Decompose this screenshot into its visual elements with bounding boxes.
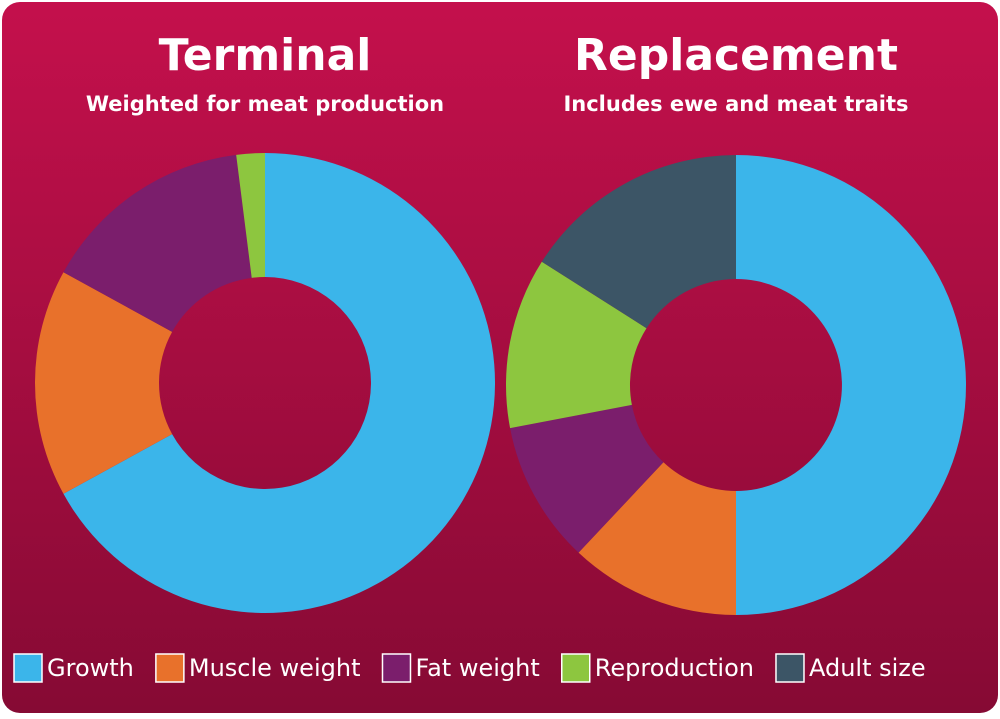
donut-segment [505,261,647,429]
legend-swatch [561,653,591,683]
chart-title: Terminal [159,30,372,81]
legend-label: Growth [47,654,134,682]
donut-segment [34,272,173,494]
donut-segment [541,155,736,329]
donut-segment [736,155,966,615]
donut-segment [578,462,736,615]
legend-swatch [775,653,805,683]
legend-swatch [155,653,185,683]
chart-subtitle: Includes ewe and meat traits [563,92,908,116]
legend-label: Reproduction [595,654,754,682]
legend-swatch [381,653,412,683]
legend-label: Fat weight [415,654,539,682]
donut-segment [236,153,265,278]
legend-swatch [13,653,43,683]
donut-segment [63,154,252,332]
chart-title: Replacement [574,30,898,81]
legend-label: Adult size [809,654,926,682]
donut-segment [63,153,496,613]
chart-subtitle: Weighted for meat production [86,92,444,116]
legend-label: Muscle weight [189,654,361,682]
donut-segment [510,404,664,553]
